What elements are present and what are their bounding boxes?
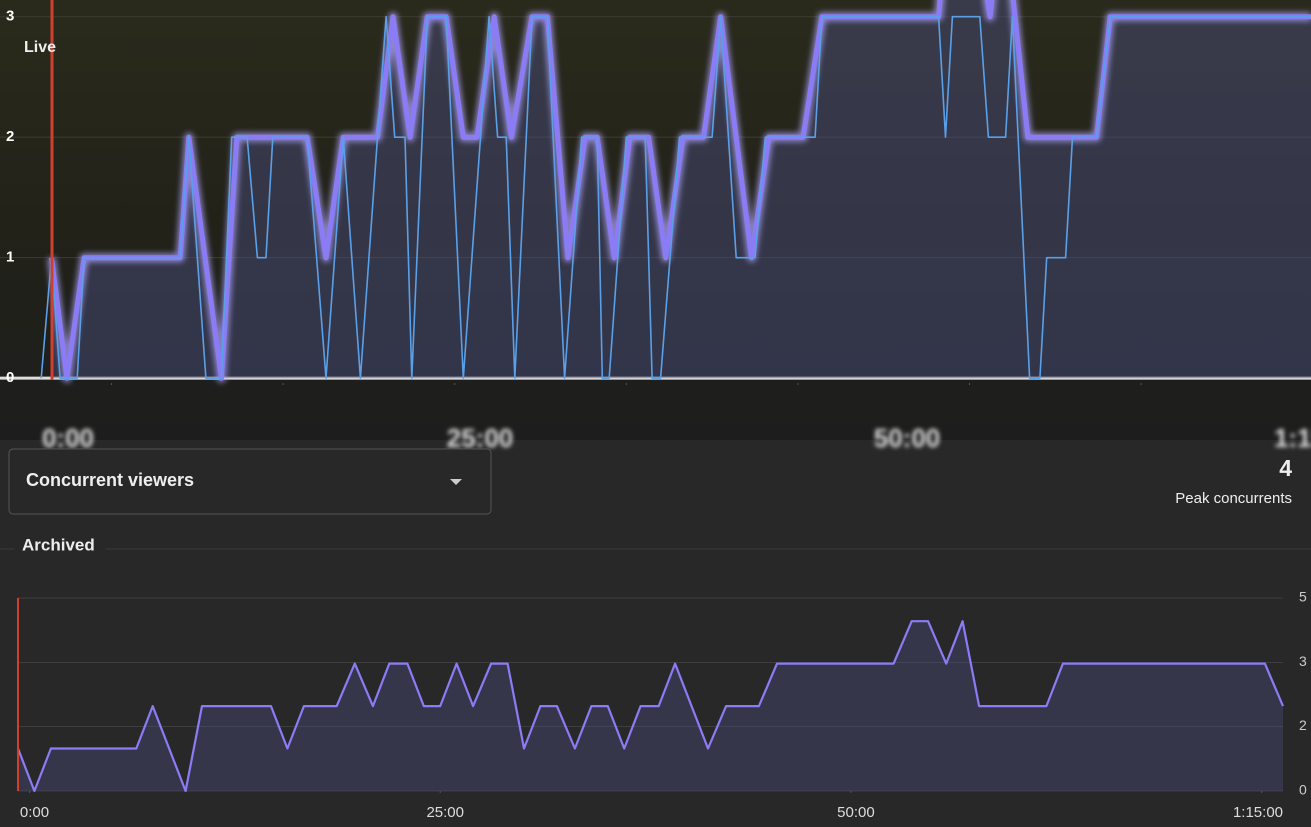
live-chart: 012302:50 AM03:00 AM03:10 AM03:20 AM03:3… (0, 0, 1311, 386)
dropdown-label[interactable]: Concurrent viewers (26, 470, 194, 490)
scrubber-label: 0:00 (42, 423, 94, 453)
dropdown-box[interactable] (8, 448, 492, 515)
series-line (40, 15, 1311, 379)
y-tick-label: 3 (6, 8, 14, 25)
x-tick-label: 0:00 (20, 804, 49, 821)
series-line (16, 620, 1285, 793)
archived-title: Archived (22, 535, 95, 554)
y-tick-label: 2 (1299, 717, 1307, 733)
peak-value: 4 (1279, 455, 1292, 481)
scrubber-label: 1:15 (1274, 423, 1311, 453)
peak-label: Peak concurrents (1175, 490, 1292, 507)
scrubber-label: 25:00 (447, 423, 514, 453)
title-backdrop (14, 536, 106, 558)
x-tick-label: 1:15:00 (1233, 804, 1283, 821)
live-title: Live (24, 39, 56, 56)
y-tick-label: 5 (1299, 589, 1307, 605)
metric-dropdown[interactable]: Concurrent viewers (8, 448, 492, 515)
y-tick-label: 3 (1299, 653, 1307, 669)
y-tick-label: 2 (6, 128, 14, 145)
x-tick-label: 50:00 (837, 804, 875, 821)
dropdown-arrow[interactable] (450, 479, 462, 485)
scrubber: 0:00 25:00 50:00 1:15 (42, 423, 1311, 453)
x-tick-label: 25:00 (426, 804, 464, 821)
y-tick-label: 0 (6, 369, 14, 386)
series-line (49, 0, 1311, 381)
scrubber-label: 50:00 (874, 423, 941, 453)
y-tick-label: 1 (6, 249, 14, 266)
y-tick-label: 0 (1299, 782, 1307, 798)
